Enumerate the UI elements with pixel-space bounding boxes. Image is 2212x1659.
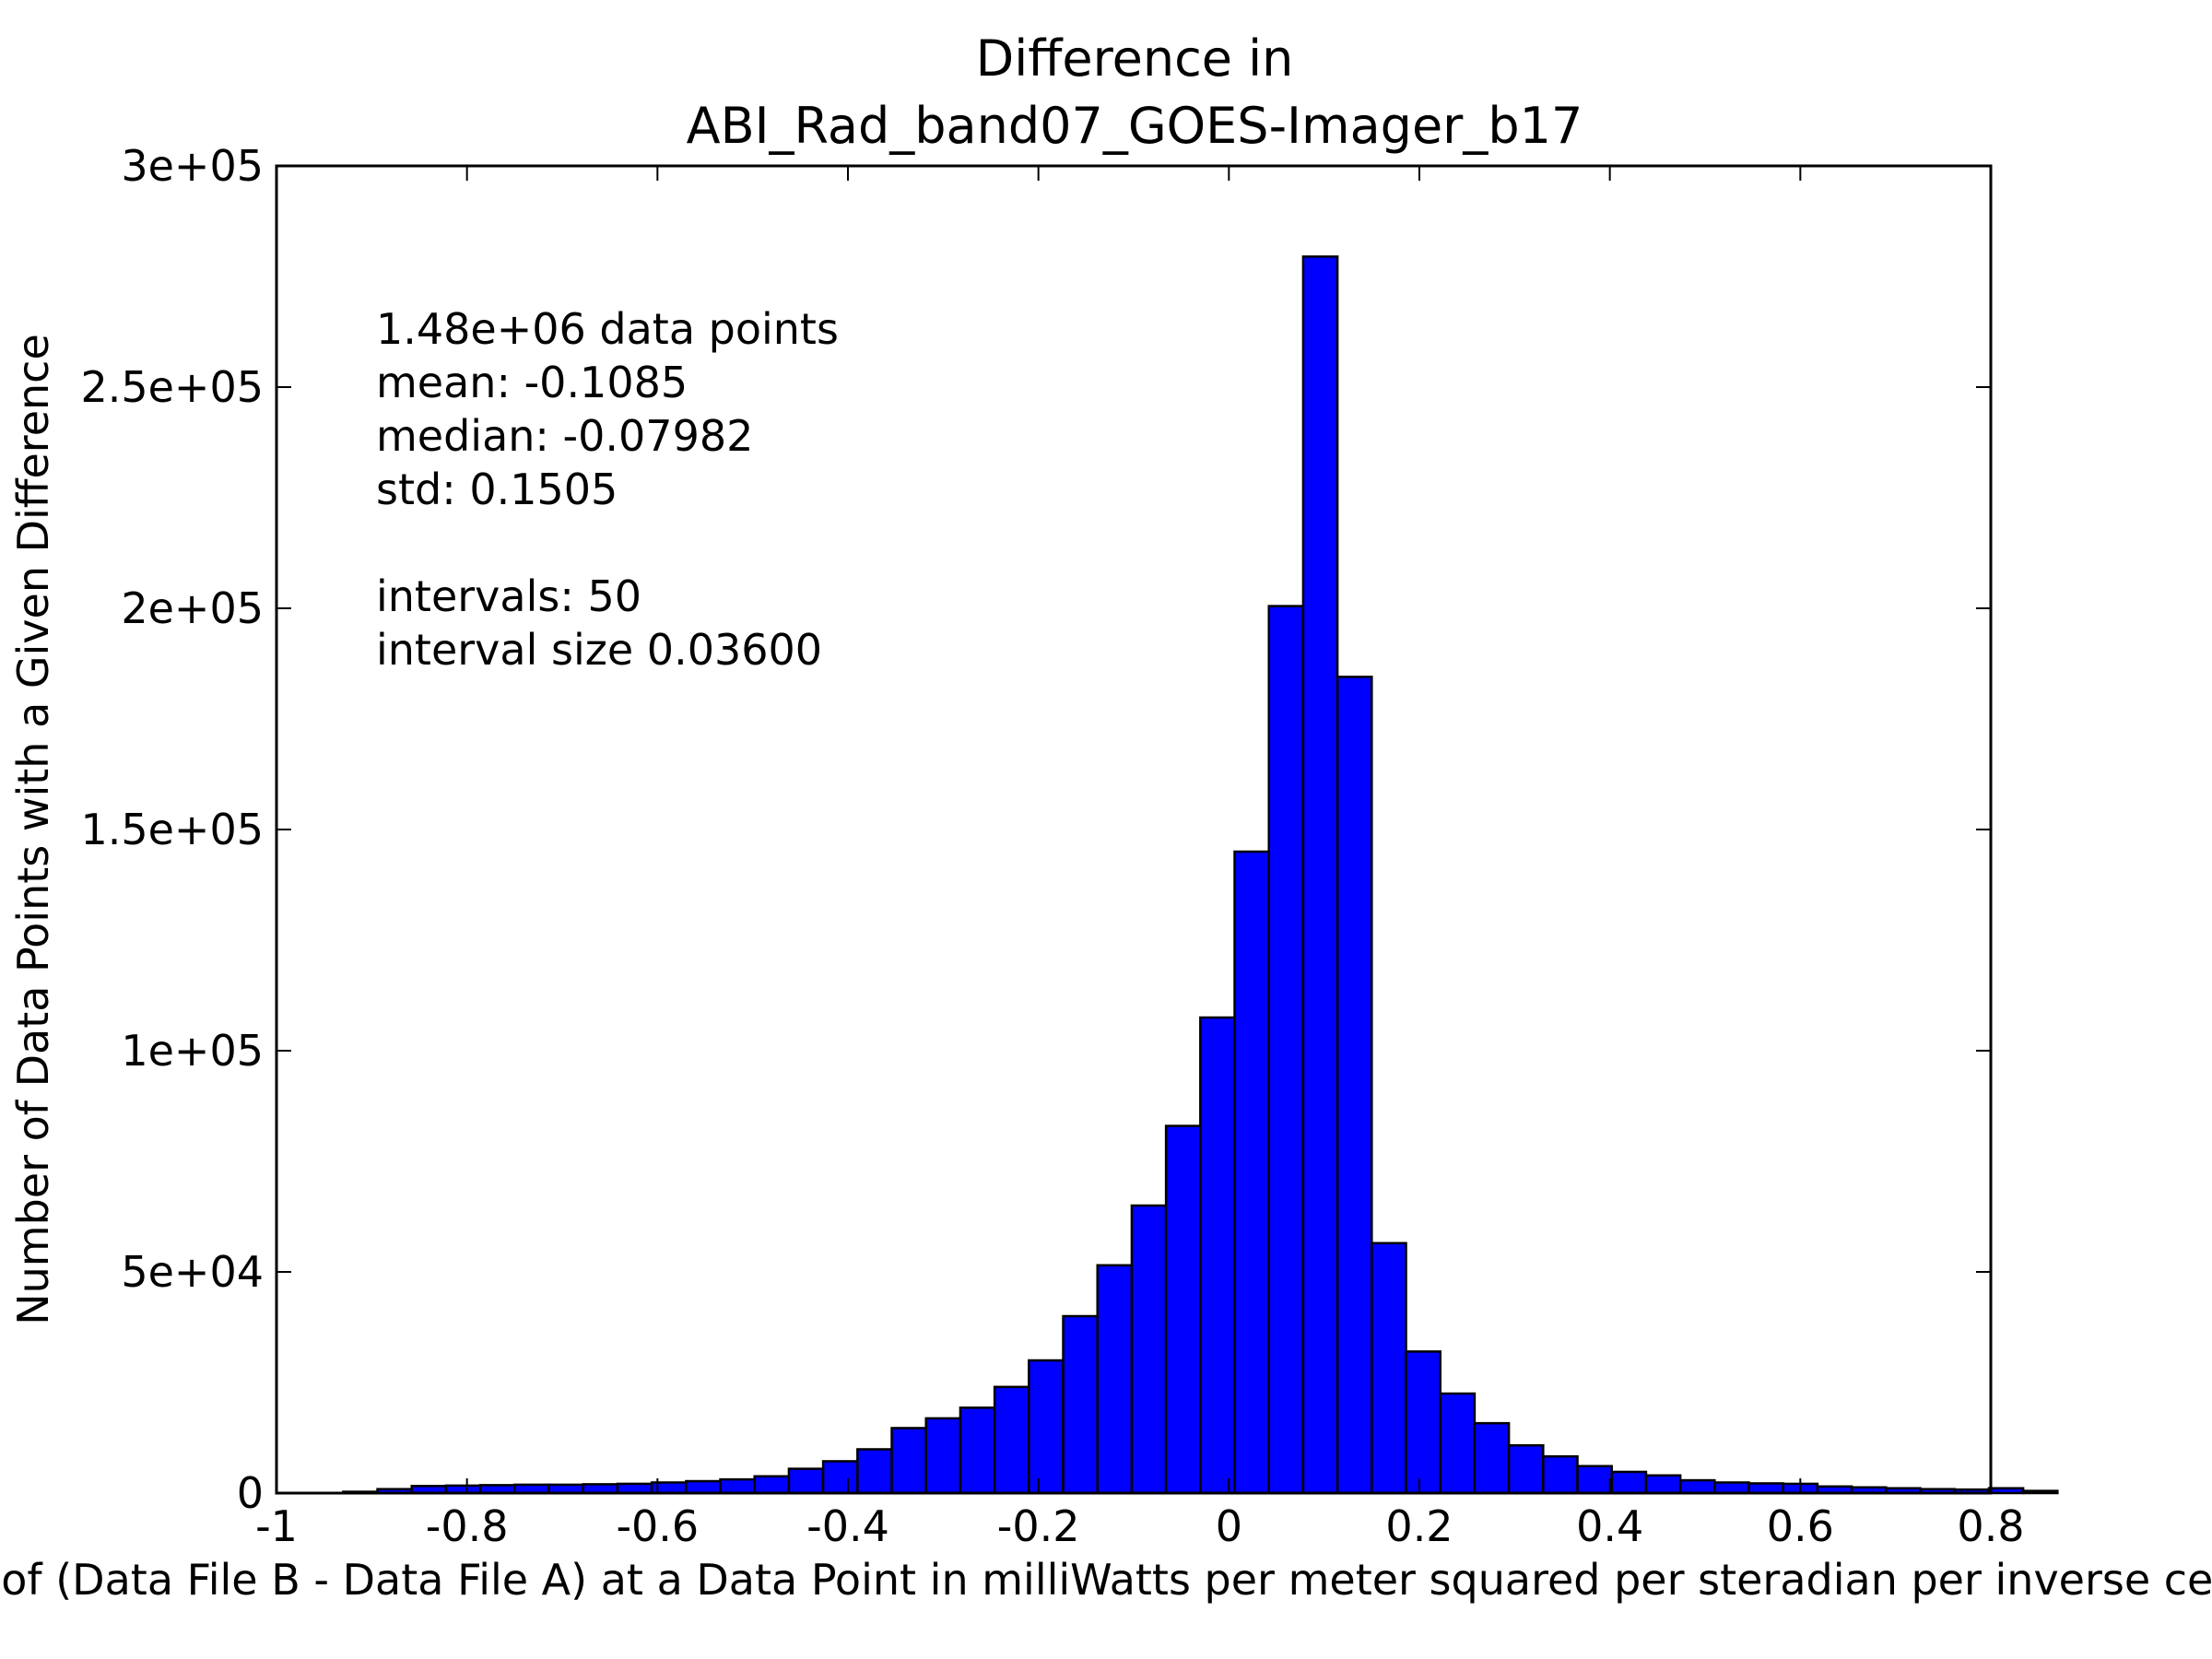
histogram-bar — [1335, 676, 1373, 1495]
x-tick-label: 0 — [1216, 1501, 1242, 1551]
stats-annotation-line: std: 0.1505 — [376, 465, 618, 514]
y-axis-label: Number of Data Points with a Given Diffe… — [8, 334, 58, 1325]
histogram-bar — [1130, 1204, 1168, 1495]
chart-title-line-2: ABI_Rad_band07_GOES-Imager_b17 — [687, 97, 1583, 155]
y-tick-label: 3e+05 — [121, 141, 264, 191]
histogram-bar — [616, 1482, 653, 1495]
histogram-bar — [1576, 1465, 1613, 1495]
stats-annotation-line: interval size 0.03600 — [376, 625, 822, 675]
y-tick-label: 0 — [237, 1468, 264, 1518]
y-tick-label: 1.5e+05 — [80, 805, 264, 854]
plot-frame — [275, 164, 1993, 1495]
histogram-bar — [1678, 1478, 1716, 1495]
x-tick-label: 0.6 — [1767, 1501, 1834, 1551]
histogram-bar — [1267, 605, 1305, 1495]
stats-annotation-line: 1.48e+06 data points — [376, 304, 839, 354]
histogram-bar — [1199, 1016, 1236, 1495]
histogram-bar — [1301, 255, 1339, 1495]
histogram-bar — [753, 1475, 791, 1495]
histogram-bar — [1028, 1359, 1065, 1495]
histogram-bars — [342, 255, 2059, 1495]
histogram-bar — [1473, 1421, 1511, 1495]
histogram-bar — [993, 1385, 1030, 1495]
histogram-bar — [1507, 1443, 1545, 1495]
histogram-bar — [787, 1467, 825, 1495]
histogram-bar — [890, 1427, 927, 1495]
histogram-bar — [1096, 1264, 1134, 1495]
histogram-bar — [685, 1479, 722, 1495]
stats-annotation-line: intervals: 50 — [376, 571, 641, 621]
histogram-bar — [719, 1477, 756, 1495]
histogram-bar — [1747, 1482, 1784, 1495]
histogram-bar — [821, 1460, 859, 1495]
y-tick-label: 1e+05 — [121, 1026, 264, 1076]
x-tick-label: 0.4 — [1576, 1501, 1643, 1551]
y-tick-label: 2.5e+05 — [80, 362, 264, 412]
chart-title-line-1: Difference in — [976, 29, 1294, 88]
histogram-bar — [1439, 1392, 1477, 1495]
x-tick-label: -0.4 — [806, 1501, 889, 1551]
y-tick-label: 5e+04 — [121, 1247, 264, 1297]
histogram-bar — [856, 1448, 893, 1495]
histogram-bar — [924, 1417, 962, 1495]
histogram-bar — [1644, 1474, 1682, 1495]
x-tick-label: -0.6 — [616, 1501, 699, 1551]
x-axis-label: Value of (Data File B - Data File A) at … — [0, 1555, 2212, 1605]
x-tick-label: -0.8 — [426, 1501, 509, 1551]
x-tick-label: -0.2 — [997, 1501, 1080, 1551]
histogram-bar — [959, 1406, 996, 1495]
stats-annotation-line: median: -0.07982 — [376, 411, 753, 461]
histogram-bar — [1233, 850, 1270, 1495]
histogram-bar — [1610, 1470, 1648, 1495]
histogram-bar — [1713, 1481, 1750, 1495]
axis-tick-labels: -1 -0.8 -0.6 -0.4 -0.2 0 0.2 0.4 0.6 0.8 0 5e+04 1e+… — [80, 141, 2024, 1551]
histogram-bar — [1062, 1314, 1099, 1495]
x-tick-label: 0.2 — [1385, 1501, 1453, 1551]
histogram-bar — [1987, 1487, 2025, 1495]
histogram-bar — [1405, 1350, 1441, 1495]
y-tick-label: 2e+05 — [121, 583, 264, 633]
histogram-bar — [1542, 1454, 1579, 1495]
x-tick-label: 0.8 — [1957, 1501, 2024, 1551]
stats-annotation-line: mean: -0.1085 — [376, 358, 688, 407]
histogram-bar — [1164, 1124, 1202, 1495]
histogram-bar — [1371, 1241, 1407, 1495]
x-tick-label: -1 — [255, 1501, 298, 1551]
histogram-bar — [2021, 1489, 2059, 1495]
